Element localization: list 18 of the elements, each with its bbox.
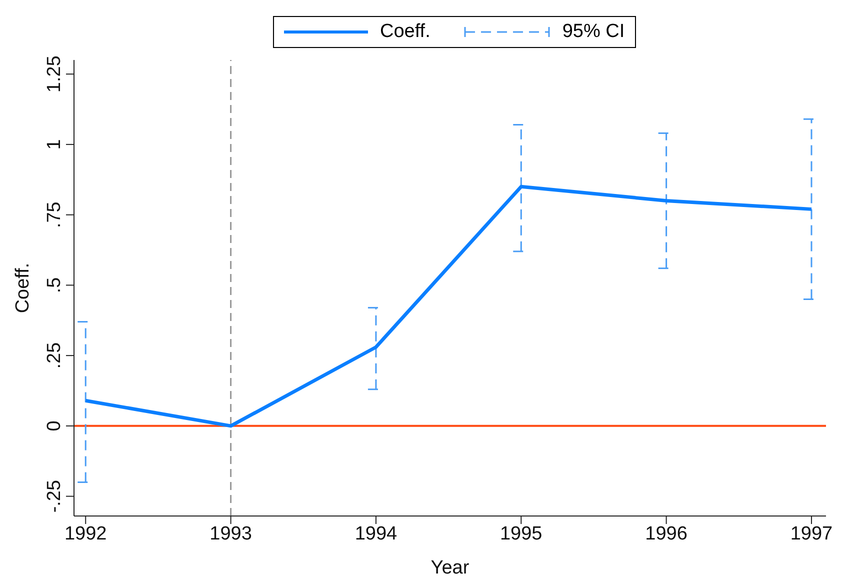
x-tick-label: 1993 bbox=[210, 523, 252, 544]
y-tick-label: 1.25 bbox=[44, 56, 65, 93]
x-tick-label: 1997 bbox=[790, 523, 833, 544]
y-tick-label: 0 bbox=[44, 420, 65, 432]
x-tick-label: 1992 bbox=[64, 523, 107, 544]
text: 95% CI bbox=[562, 21, 625, 43]
x-tick-label: 1996 bbox=[645, 523, 688, 544]
line-series bbox=[84, 184, 814, 428]
x-tick-label: 1995 bbox=[500, 523, 542, 544]
x-tick-label: 1994 bbox=[354, 523, 398, 544]
y-tick-label: .25 bbox=[44, 342, 65, 369]
y-tick-label: 1 bbox=[44, 139, 65, 150]
y-axis-title: Coeff. bbox=[12, 262, 34, 314]
legend-label: Coeff. bbox=[380, 21, 430, 43]
y-tick-label: .5 bbox=[44, 277, 65, 294]
y-tick-label: .75 bbox=[44, 202, 65, 228]
y-tick-label: -.25 bbox=[44, 480, 65, 513]
x-axis-title: Year bbox=[430, 557, 470, 578]
